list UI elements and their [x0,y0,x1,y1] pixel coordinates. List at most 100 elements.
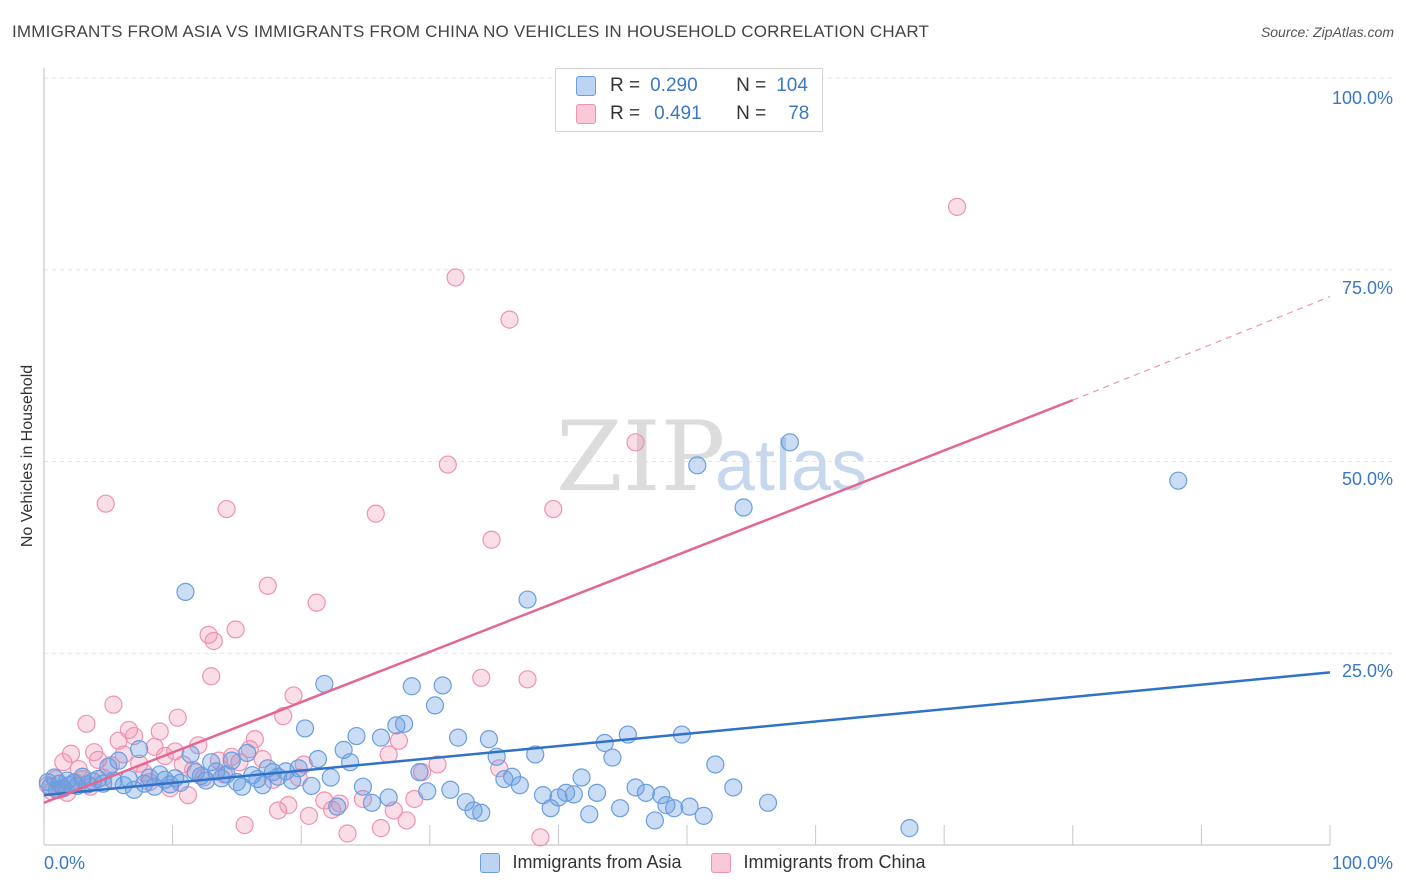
china-point [438,455,457,474]
tick-labels: 25.0% 50.0% 75.0% 100.0% 0.0% 100.0% [44,88,1393,873]
asia-point [734,498,753,517]
asia-point [130,740,149,759]
asia-point [353,777,373,796]
china-point [104,695,123,714]
china-point [284,686,303,705]
asia-point [758,793,778,812]
watermark-atlas: atlas [715,426,867,506]
asia-point [238,743,257,763]
china-point [77,714,96,733]
china-point [61,744,81,763]
stats-legend: R = 0.290 N = 104 R = 0.491 N = 78 [555,68,823,132]
legend-label-china: Immigrants from China [743,852,926,872]
series-asia-points [38,433,1188,838]
asia-point [109,751,128,770]
y-tick-label: 25.0% [1342,661,1393,681]
asia-point [302,776,321,796]
legend-item-china: Immigrants from China [711,852,926,873]
asia-point [706,755,725,774]
asia-point [295,719,315,738]
asia-point [564,785,583,804]
china-point [245,730,265,749]
asia-point [379,788,398,807]
china-point [338,824,357,843]
asia-point [232,777,252,796]
asia-point [289,759,308,778]
china-point [626,433,645,452]
series-china-points [38,197,967,847]
china-point [204,631,223,651]
asia-point [387,716,406,735]
china-point [947,197,967,216]
legend-n-value-asia: 104 [776,75,808,96]
y-tick-label: 100.0% [1332,88,1393,108]
asia-point [626,778,645,797]
asia-point [572,768,591,787]
asia-point [645,811,664,830]
asia-point [394,714,414,733]
china-trend-line [43,398,1074,804]
china-point [518,670,537,689]
asia-point [425,696,445,715]
asia-point [340,753,360,772]
china-trend-extension [1072,296,1331,401]
legend-swatch-china [711,852,732,873]
grid-lines [44,77,1392,654]
china-point [226,620,245,639]
china-point [150,722,169,741]
y-tick-label: 75.0% [1342,278,1393,298]
china-point [202,667,221,686]
asia-point [580,805,599,824]
asia-point [510,776,529,795]
asia-point [176,582,195,601]
china-point [168,708,187,727]
asia-point [99,757,118,776]
asia-point [328,797,347,816]
asia-point [410,763,429,782]
china-point [428,755,447,774]
series-legend: Immigrants from Asia Immigrants from Chi… [0,852,1406,873]
china-point [268,801,288,820]
asia-point [688,456,707,475]
china-point [230,753,249,772]
china-point [217,499,236,519]
china-point [307,593,326,612]
asia-point [636,783,655,802]
china-point [330,794,349,813]
asia-point [694,806,713,825]
asia-point [665,799,684,818]
asia-point [362,793,382,812]
legend-item-asia: Immigrants from Asia [480,852,681,873]
china-point [389,731,409,750]
china-point [500,310,519,329]
china-point [397,811,416,830]
legend-n-label: N = [736,103,767,124]
asia-trend-line [43,671,1331,797]
asia-point [202,753,221,772]
china-point [235,815,254,835]
asia-point [518,590,537,609]
legend-r-value-asia: 0.290 [650,75,698,96]
legend-label-asia: Immigrants from Asia [512,852,682,872]
legend-n-value-china: 78 [788,103,810,124]
asia-point [441,780,460,799]
asia-point [472,803,491,822]
china-point [299,806,319,825]
asia-point [900,819,919,838]
china-point [263,770,283,789]
asia-point [611,799,630,818]
axes [43,68,1331,846]
asia-point [680,797,699,816]
asia-point [603,748,622,767]
legend-row-china: R = 0.491 N = 78 [576,103,809,125]
asia-point [479,730,499,749]
china-point [279,796,298,815]
asia-point [652,786,671,805]
china-point [253,749,272,769]
china-point [472,668,491,687]
china-point [366,504,385,523]
asia-point [1169,471,1188,490]
china-point [258,576,277,595]
asia-point [433,676,452,695]
